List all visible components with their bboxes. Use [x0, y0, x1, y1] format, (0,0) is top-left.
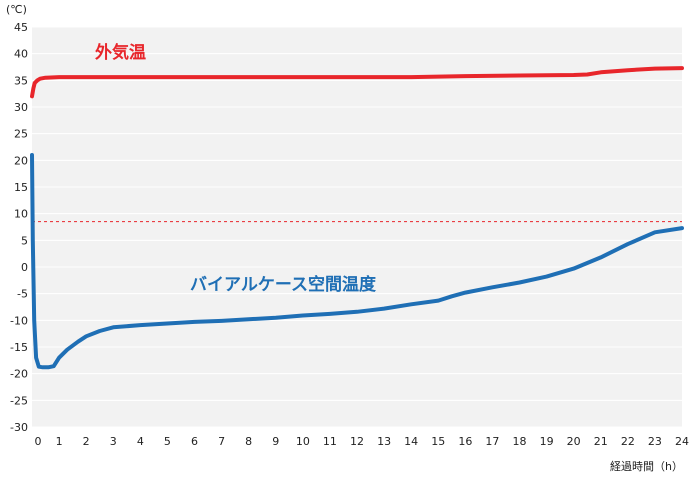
x-tick-label: 13	[377, 435, 391, 448]
y-tick-label: 20	[14, 154, 28, 167]
x-tick-label: 10	[296, 435, 310, 448]
y-tick-label: -25	[10, 394, 28, 407]
x-tick-label: 11	[323, 435, 337, 448]
x-tick-label: 14	[404, 435, 418, 448]
series-label-outdoor-temp: 外気温	[95, 42, 146, 63]
x-tick-label: 24	[675, 435, 689, 448]
x-tick-label: 17	[485, 435, 499, 448]
x-tick-label: 19	[540, 435, 554, 448]
plot-area	[32, 27, 682, 427]
y-tick-label: 45	[14, 21, 28, 34]
y-axis-ticks: 45 40 35 30 25 20 15 10 5 0 -5 -10 -15 -20 -25 -30	[10, 21, 28, 434]
x-tick-label: 18	[513, 435, 527, 448]
series-lines	[30, 66, 684, 370]
y-tick-label: 40	[14, 48, 28, 61]
x-tick-label: 2	[83, 435, 90, 448]
x-axis-label: 経過時間（h）	[610, 460, 683, 473]
x-tick-label: 16	[458, 435, 472, 448]
y-tick-label: -20	[10, 368, 28, 381]
x-axis-ticks: 0 1 2 3 4 5 6 7 8 9 10 11 12 13 14 15 16 17 18 19 20 21 22 23 24	[35, 435, 690, 448]
series-label-vial-case-temp: バイアルケース空間温度	[190, 274, 377, 295]
x-tick-label: 5	[164, 435, 171, 448]
y-tick-label: -15	[10, 341, 28, 354]
y-tick-label: 0	[21, 261, 28, 274]
y-axis-label: (℃)	[6, 3, 27, 16]
x-tick-label: 7	[218, 435, 225, 448]
x-tick-label: 9	[272, 435, 279, 448]
y-tick-label: -10	[10, 314, 28, 327]
y-tick-label: 15	[14, 181, 28, 194]
y-tick-label: 30	[14, 101, 28, 114]
y-tick-label: 10	[14, 208, 28, 221]
y-tick-label: -5	[17, 288, 28, 301]
y-tick-label: 35	[14, 74, 28, 87]
x-tick-label: 1	[56, 435, 63, 448]
x-tick-label: 12	[350, 435, 364, 448]
y-tick-label: -30	[10, 421, 28, 434]
x-tick-label: 15	[431, 435, 445, 448]
x-tick-label: 0	[35, 435, 42, 448]
x-tick-label: 21	[594, 435, 608, 448]
x-tick-label: 22	[621, 435, 635, 448]
x-tick-label: 20	[567, 435, 581, 448]
y-tick-label: 5	[21, 234, 28, 247]
x-tick-label: 8	[245, 435, 252, 448]
x-tick-label: 4	[137, 435, 144, 448]
x-tick-label: 3	[110, 435, 117, 448]
gridlines	[32, 26, 682, 428]
x-tick-label: 23	[648, 435, 662, 448]
series-line-outdoor-temp	[30, 66, 684, 99]
y-tick-label: 25	[14, 128, 28, 141]
series-line-vial-case-temp	[30, 153, 684, 370]
x-tick-label: 6	[191, 435, 198, 448]
